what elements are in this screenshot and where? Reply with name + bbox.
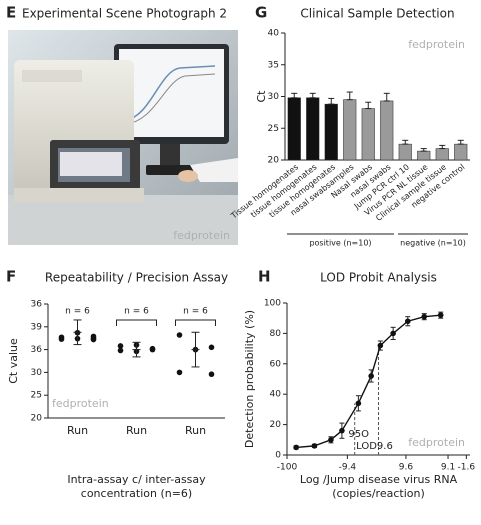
y-tick-label: 20 <box>31 414 43 424</box>
x-tick-label: 9.6 <box>399 463 414 473</box>
bar <box>417 150 431 161</box>
y-tick-label: 30 <box>31 368 43 378</box>
group-annotation: n = 6 <box>183 307 208 317</box>
y-axis-label: Ct value <box>7 338 20 384</box>
y-axis-label: Detection probability (%) <box>243 310 256 448</box>
bar <box>287 97 301 161</box>
bar <box>454 143 468 161</box>
bar <box>435 148 449 161</box>
x-axis-label: Intra-assay c/ inter-assay <box>67 473 206 486</box>
x-axis-label: Log /Jump disease virus RNA <box>300 473 458 486</box>
data-point <box>117 343 124 349</box>
y-tick-label: 36 <box>31 300 43 310</box>
y-tick-label: 30 <box>268 92 280 102</box>
x-tick-label: -100 <box>277 463 298 473</box>
y-tick-label: 35 <box>268 60 279 70</box>
y-tick-label: 25 <box>31 391 42 401</box>
y-tick-label: 40 <box>268 29 280 39</box>
panel-label: E <box>6 4 16 22</box>
data-point <box>176 332 183 338</box>
fit-line <box>296 314 441 449</box>
data-point <box>437 312 444 318</box>
group-label: positive (n=10) <box>309 239 371 248</box>
data-point <box>293 444 299 451</box>
watermark: fedprotein <box>408 436 465 449</box>
x-axis-label: concentration (n=6) <box>81 487 192 500</box>
y-tick-label: 20 <box>270 420 282 430</box>
watermark: fedprotein <box>173 229 230 242</box>
data-point <box>328 437 334 443</box>
y-tick-label: 40 <box>270 390 282 400</box>
chart-title: Clinical Sample Detection <box>300 7 454 21</box>
bar <box>324 103 338 161</box>
bracket <box>116 319 157 326</box>
data-point <box>339 427 345 434</box>
y-tick-label: 25 <box>268 124 279 134</box>
watermark: fedprotein <box>408 38 465 51</box>
x-tick-label: -9.4 <box>339 463 357 473</box>
panel-label: G <box>255 4 267 22</box>
data-point <box>208 344 215 351</box>
bar <box>343 99 357 161</box>
data-point <box>149 346 156 353</box>
chart-title: LOD Probit Analysis <box>320 271 437 285</box>
x-tick-label: -1.6 <box>458 463 476 473</box>
y-tick-label: 0 <box>275 451 281 461</box>
panel-label: F <box>6 268 16 286</box>
y-tick-label: 60 <box>270 359 282 369</box>
x-tick-label: Run <box>185 424 206 437</box>
group-annotation: n = 6 <box>65 307 90 317</box>
x-tick-label: 9.1 <box>441 463 455 473</box>
data-point <box>377 342 384 349</box>
bar <box>306 97 320 161</box>
y-tick-label: 80 <box>270 329 282 339</box>
x-tick-label: Run <box>126 424 147 437</box>
panel-label: H <box>258 268 271 286</box>
data-point <box>117 347 124 354</box>
chart-title: Repeatability / Precision Assay <box>45 271 228 285</box>
x-axis-label: (copies/reaction) <box>332 487 425 500</box>
data-point <box>176 369 183 376</box>
bar <box>398 143 412 161</box>
y-tick-label: 100 <box>264 299 281 309</box>
annotation: 95O <box>348 429 369 440</box>
data-point <box>404 318 411 325</box>
bracket <box>175 319 216 326</box>
y-axis-label: Ct <box>255 90 268 103</box>
x-tick-label: Run <box>67 424 88 437</box>
y-tick-label: 20 <box>268 156 280 166</box>
bar <box>361 108 375 161</box>
data-point <box>368 373 374 379</box>
watermark: fedprotein <box>52 397 109 410</box>
data-point <box>421 313 428 320</box>
y-tick-label: 39 <box>31 322 43 332</box>
data-point <box>355 400 362 407</box>
data-point <box>90 336 97 343</box>
data-point <box>311 443 318 449</box>
photo-title: Experimental Scene Photograph 2 <box>22 7 227 21</box>
y-tick-label: 36 <box>31 345 43 355</box>
data-point <box>58 334 65 341</box>
data-point <box>208 371 215 378</box>
bar <box>380 100 394 161</box>
group-label: negative (n=10) <box>400 239 466 248</box>
photo <box>8 30 238 245</box>
annotation: LOD9.6 <box>356 441 393 452</box>
group-annotation: n = 6 <box>124 307 149 317</box>
data-point <box>390 330 396 337</box>
